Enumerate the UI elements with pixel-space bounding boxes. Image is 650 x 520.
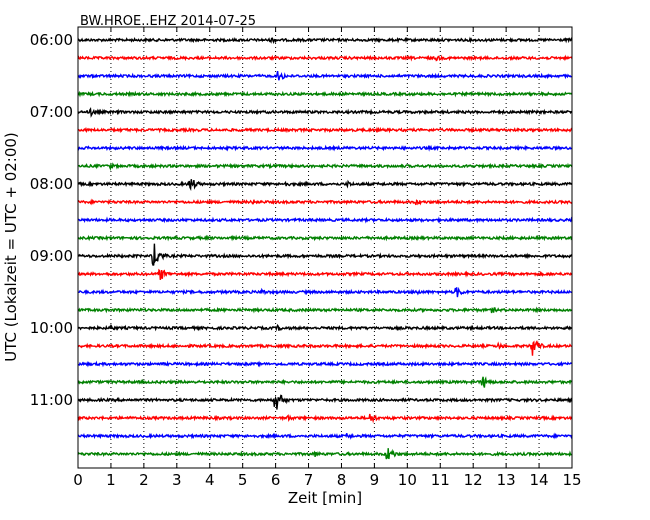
x-tick-label: 2 bbox=[139, 471, 149, 489]
trace-line bbox=[77, 162, 573, 172]
trace-line bbox=[77, 340, 573, 356]
traces-group bbox=[77, 36, 573, 460]
x-axis: 0 1 2 3 4 5 6 7 8 9 10 11 12 13 14 15 bbox=[73, 27, 582, 489]
trace-line bbox=[77, 36, 573, 45]
x-tick-label: 14 bbox=[530, 471, 549, 489]
y-tick-label: 06:00 bbox=[30, 31, 73, 49]
plot-frame bbox=[77, 26, 573, 469]
trace-line bbox=[77, 306, 573, 314]
x-tick-label: 1 bbox=[106, 471, 116, 489]
trace-line bbox=[77, 126, 573, 134]
x-tick-label: 7 bbox=[304, 471, 314, 489]
x-tick-label: 4 bbox=[205, 471, 215, 489]
trace-line bbox=[77, 394, 573, 410]
x-tick-label: 15 bbox=[562, 471, 581, 489]
trace-line bbox=[77, 413, 573, 424]
trace-line bbox=[77, 70, 573, 81]
y-tick-label: 10:00 bbox=[30, 319, 73, 337]
trace-line bbox=[77, 360, 573, 368]
chart-title: BW.HROE..EHZ 2014-07-25 bbox=[80, 14, 256, 29]
trace-line bbox=[77, 243, 572, 266]
x-tick-label: 13 bbox=[497, 471, 516, 489]
trace-line bbox=[77, 234, 573, 242]
trace-line bbox=[77, 376, 573, 388]
y-axis: 06:00 07:00 08:00 09:00 10:00 11:00 bbox=[30, 31, 83, 409]
y-tick-label: 08:00 bbox=[30, 175, 73, 193]
trace-line bbox=[77, 198, 573, 206]
x-tick-label: 0 bbox=[73, 471, 83, 489]
y-axis-label: UTC (Lokalzeit = UTC + 02:00) bbox=[2, 132, 20, 362]
x-tick-label: 5 bbox=[238, 471, 248, 489]
x-tick-label: 10 bbox=[398, 471, 417, 489]
x-tick-label: 3 bbox=[172, 471, 182, 489]
vertical-grid bbox=[110, 27, 540, 468]
trace-line bbox=[77, 432, 573, 440]
trace-line bbox=[77, 144, 573, 152]
trace-line bbox=[77, 90, 573, 98]
trace-line bbox=[77, 179, 573, 192]
x-tick-label: 9 bbox=[370, 471, 380, 489]
y-tick-label: 09:00 bbox=[30, 247, 73, 265]
y-tick-label: 07:00 bbox=[30, 103, 73, 121]
x-tick-label: 12 bbox=[464, 471, 483, 489]
x-axis-label: Zeit [min] bbox=[288, 489, 362, 507]
trace-line bbox=[77, 286, 573, 298]
x-tick-label: 8 bbox=[337, 471, 347, 489]
trace-line bbox=[77, 448, 573, 460]
y-tick-label: 11:00 bbox=[30, 391, 73, 409]
x-tick-label: 11 bbox=[431, 471, 450, 489]
trace-line bbox=[77, 216, 573, 224]
x-tick-label: 6 bbox=[271, 471, 281, 489]
trace-line bbox=[77, 54, 573, 62]
trace-line bbox=[77, 323, 573, 332]
trace-line bbox=[78, 107, 573, 118]
trace-line bbox=[77, 268, 573, 280]
